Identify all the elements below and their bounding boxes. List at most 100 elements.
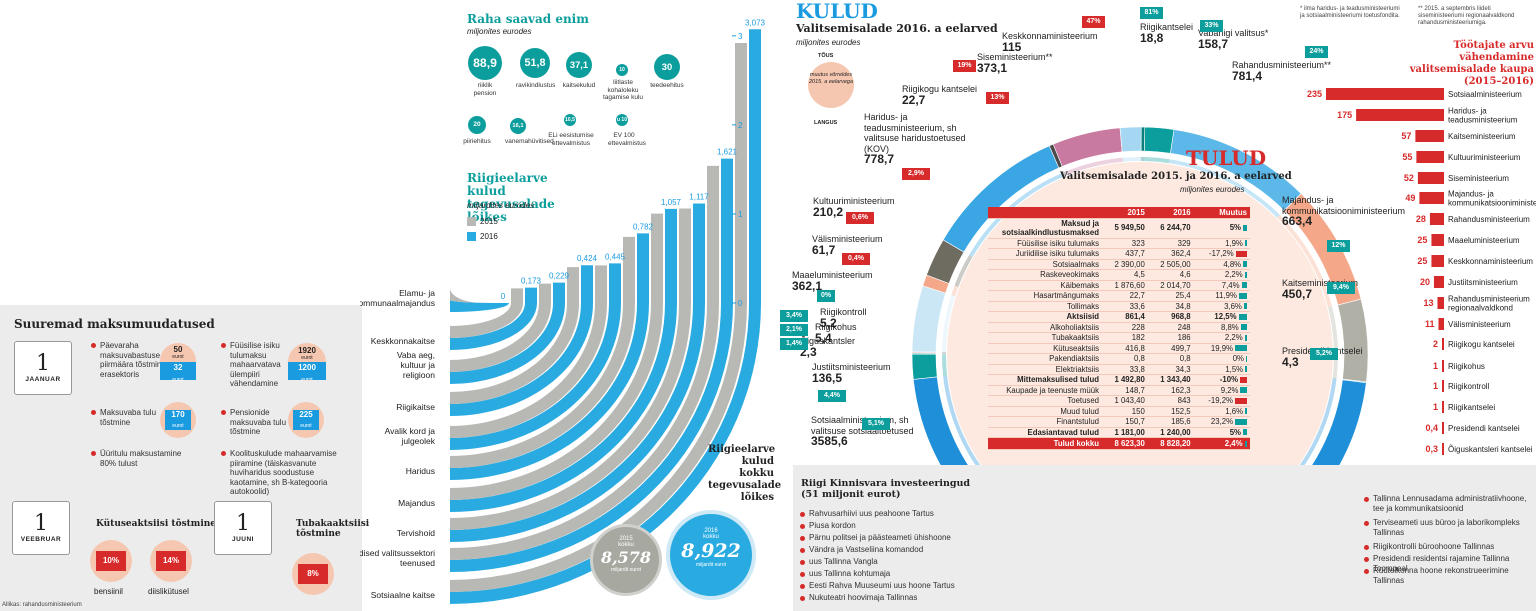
tulud-title: TULUD: [1186, 146, 1267, 170]
staff-value: 13: [1423, 298, 1433, 308]
slice-name: Sotsiaalministeerium, sh valitsuse sotsi…: [811, 415, 914, 436]
bar-value-label: 1,621: [717, 148, 738, 157]
table-cell: 5%: [1193, 427, 1250, 438]
legend-swatch-2016: [467, 232, 476, 241]
cell-text: Pakendiaktsiis: [1049, 354, 1099, 363]
cell-text: Tollimaks: [1066, 301, 1099, 311]
revenue-circle: 88,9: [468, 46, 502, 80]
cell-text: 25,4: [1175, 291, 1191, 300]
slice-value: 61,7: [812, 242, 836, 257]
excise-label: diislikütusel: [148, 587, 189, 596]
increase-bar: [1245, 408, 1247, 415]
table-cell: 8 623,30: [1102, 437, 1148, 450]
staff-label: Rahandusministeerium: [1448, 295, 1530, 304]
table-cell: 1 492,80: [1102, 374, 1148, 386]
slice-name: Riigikogu kantselei: [902, 84, 978, 94]
table-cell: 1 043,40: [1102, 395, 1148, 407]
table-row: Kaupade ja teenuste müük 148,7 162,3 9,2%: [988, 385, 1250, 396]
increase-bar: [1244, 271, 1247, 278]
legend-label-2015: 2015: [480, 217, 498, 226]
category-label: Majandus: [398, 498, 435, 508]
table-cell: 499,7: [1147, 343, 1194, 354]
staff-value: 55: [1402, 152, 1412, 162]
category-label: Üldised valitsussektori: [360, 548, 435, 558]
staff-bar: [1326, 88, 1444, 100]
increase-bar: [1240, 387, 1247, 394]
table-cell: 8,8%: [1193, 322, 1250, 333]
slice-value: 158,7: [1198, 36, 1229, 51]
table-cell: Edasiantavad tulud: [988, 427, 1102, 438]
cell-text: Raskeveokimaks: [1040, 270, 1099, 279]
staff-bar: [1431, 234, 1444, 246]
cell-text: 861,4: [1125, 312, 1145, 321]
table-header: 2015 2016 Muutus: [988, 207, 1250, 219]
table-cell: Tulud kokku: [988, 437, 1102, 450]
slice-value: 5,4: [815, 330, 832, 345]
increase-arrow-icon: 81%: [1140, 7, 1163, 19]
cell-text: Hasartmängumaks: [1033, 291, 1099, 300]
slice-value: 778,7: [864, 152, 895, 166]
increase-arrow-icon: 1,4%: [780, 338, 808, 350]
table-cell: 329: [1147, 238, 1194, 249]
category-label: teenused: [400, 558, 435, 568]
increase-bar: [1243, 261, 1247, 268]
table-cell: 843: [1147, 395, 1194, 407]
staff-value: 20: [1420, 277, 1430, 287]
up-arrow-icon: 225 eurot: [293, 410, 319, 430]
donut-label: Riigikogu kantselei 22,7: [902, 84, 977, 106]
table-cell: 1 343,40: [1147, 374, 1194, 386]
increase-bar: [1238, 292, 1247, 299]
table-cell: 861,4: [1102, 311, 1148, 323]
y-tick-label: 3: [738, 32, 743, 41]
slice-name: Justiitsministeerium: [812, 362, 891, 372]
donut-inner-ring: [942, 353, 947, 354]
cell-text: 8 828,20: [1160, 438, 1191, 448]
cell-text: 7,4%: [1221, 280, 1240, 290]
table-row: Elektriaktsiis 33,8 34,3 1,5%: [988, 364, 1250, 375]
revenue-label: piiriehitus: [463, 138, 491, 145]
table-cell: 4,6: [1147, 269, 1194, 281]
donut-inner-ring: [1144, 157, 1170, 164]
decrease-arrow-icon: 0,6%: [846, 212, 874, 224]
table-row: Pakendiaktsiis 0,8 0,8 0%: [988, 353, 1250, 365]
column-header: Muutus: [1193, 207, 1250, 219]
slice-value: 373,1: [977, 60, 1008, 75]
revenue-circle: 37,1: [566, 52, 592, 78]
donut-label: Siseministeerium** 373,1: [977, 52, 1053, 74]
coin-value: 8,578: [600, 548, 652, 567]
tax-changes-title: Suuremad maksumuudatused: [14, 317, 215, 331]
cell-text: 2 014,70: [1160, 280, 1191, 290]
tax-item: Päevaraha maksuvabastuse piirmäära tõstm…: [91, 341, 172, 379]
cell-text: 9,2%: [1220, 385, 1239, 395]
staff-title: Töötajate arvu vähendamine valitsemisala…: [1409, 40, 1534, 87]
decrease-arrow-icon: 2,9%: [902, 168, 930, 180]
category-label: Vaba aeg,: [397, 350, 435, 360]
increase-bar: [1243, 225, 1247, 232]
value: 225: [299, 410, 313, 419]
column-header: 2016: [1147, 207, 1194, 219]
category-label: Avalik kord ja: [385, 426, 436, 436]
staff-label: Presidendi kantselei: [1448, 424, 1520, 433]
cell-text: 1 492,80: [1114, 375, 1145, 384]
table-cell: 437,7: [1102, 248, 1148, 260]
donut-inner-ring: [1122, 157, 1142, 162]
bar-value-label: 0,229: [549, 272, 570, 281]
rkp-item: uus Tallinna Vangla: [800, 557, 979, 567]
calendar-february-icon: 1 VEEBRUAR: [12, 501, 70, 555]
table-cell: Alkoholiaktsiis: [988, 322, 1102, 333]
donut-slice: [1119, 126, 1142, 153]
cell-text: Edasiantavad tulud: [1027, 427, 1100, 437]
revenue-table: 2015 2016 Muutus Maksud ja sotsiaalkindlust…: [988, 207, 1250, 450]
slice-value: 4,3: [1282, 354, 1299, 369]
table-cell: 0,8: [1102, 353, 1148, 365]
rkp-item: Rüütelkonna hoone rekonstrueerimine Tall…: [1364, 566, 1533, 586]
slice-value: 362,1: [792, 278, 823, 293]
revenue-title: Raha saavad enim: [467, 12, 589, 26]
column-header: 2015: [1102, 207, 1148, 219]
bar-value-label: 1,117: [689, 193, 709, 202]
cell-text: 5%: [1229, 223, 1241, 233]
table-cell: 2,4%: [1193, 437, 1250, 450]
slice-name: Maaeluministeerium: [792, 270, 873, 280]
donut-label: Majandus- ja kommunikatsiooniministeeriu…: [1282, 195, 1405, 228]
cell-text: 248: [1177, 322, 1191, 332]
